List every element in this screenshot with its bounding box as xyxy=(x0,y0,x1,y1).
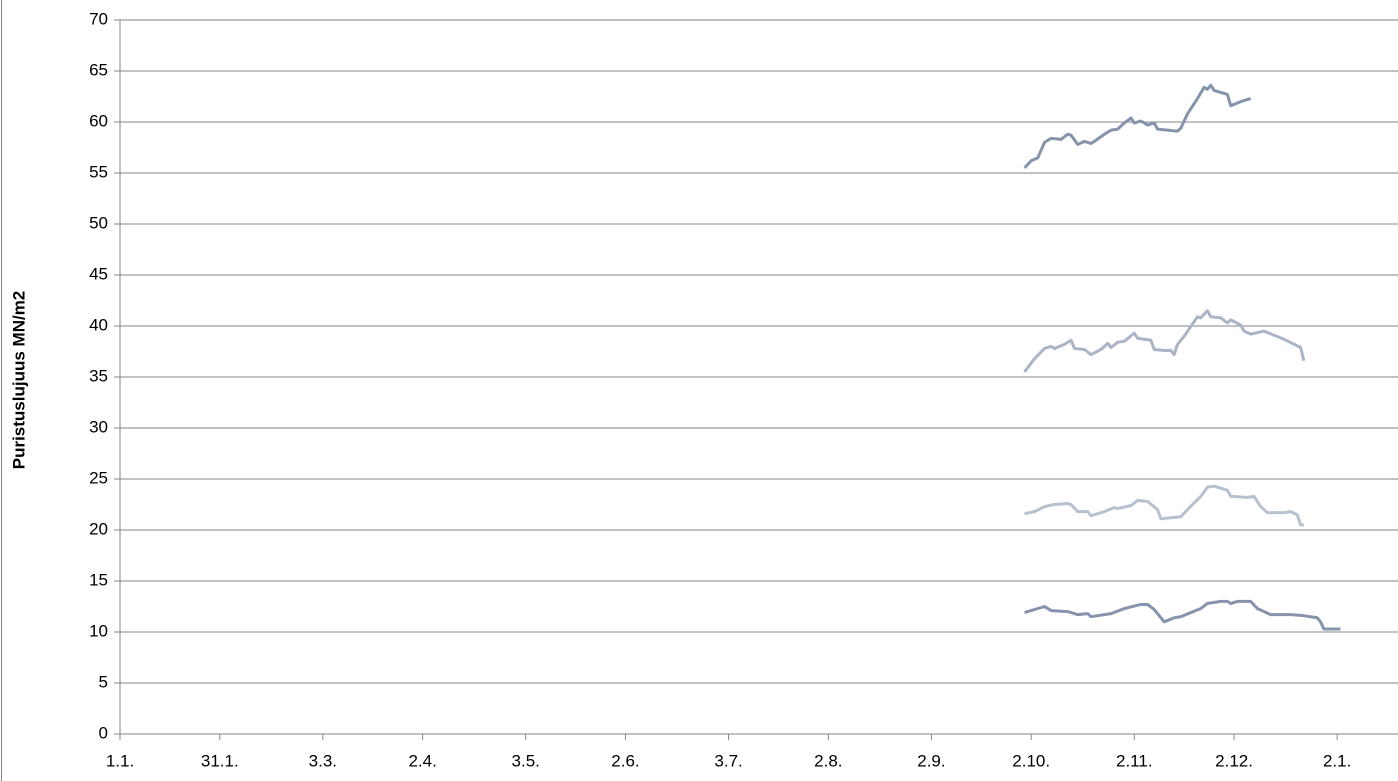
series-line xyxy=(1024,599,1341,631)
y-tick-label: 15 xyxy=(89,570,108,589)
x-tick-label: 2.8. xyxy=(814,751,842,770)
x-tick-label: 2.4. xyxy=(408,751,436,770)
y-tick-label: 10 xyxy=(89,621,108,640)
y-axis-label: Puristuslujuus MN/m2 xyxy=(9,291,28,470)
y-tick-label: 55 xyxy=(89,162,108,181)
x-tick-label: 1.1. xyxy=(106,751,134,770)
x-tick-label: 31.1. xyxy=(201,751,239,770)
y-tick-label: 45 xyxy=(89,264,108,283)
x-tick-label: 2.1. xyxy=(1323,751,1351,770)
y-tick-label: 40 xyxy=(89,315,108,334)
x-tick-label: 3.3. xyxy=(309,751,337,770)
y-tick-label: 0 xyxy=(99,723,108,742)
y-tick-label: 20 xyxy=(89,519,108,538)
series-line xyxy=(1023,83,1252,169)
x-tick-label: 3.7. xyxy=(714,751,742,770)
x-tick-label: 2.6. xyxy=(611,751,639,770)
x-tick-label: 2.12. xyxy=(1215,751,1253,770)
y-tick-label: 65 xyxy=(89,60,108,79)
y-tick-label: 35 xyxy=(89,366,108,385)
y-tick-label: 30 xyxy=(89,417,108,436)
series-line xyxy=(1023,309,1306,373)
series-line xyxy=(1024,484,1304,527)
y-tick-label: 25 xyxy=(89,468,108,487)
y-tick-label: 5 xyxy=(99,672,108,691)
x-tick-label: 2.10. xyxy=(1012,751,1050,770)
y-tick-label: 70 xyxy=(89,9,108,28)
x-tick-label: 2.9. xyxy=(917,751,945,770)
x-tick-label: 2.11. xyxy=(1116,751,1153,770)
x-tick-label: 3.5. xyxy=(512,751,540,770)
y-tick-label: 60 xyxy=(89,111,108,130)
y-tick-label: 50 xyxy=(89,213,108,232)
